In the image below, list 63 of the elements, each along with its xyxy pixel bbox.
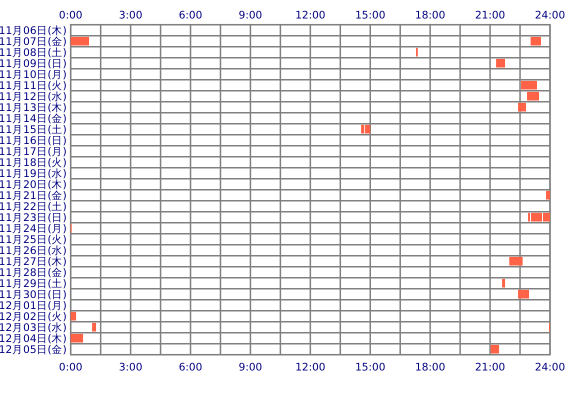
x-tick-label: 12:00 — [295, 10, 326, 22]
y-tick-label: 11月09日(日) — [0, 58, 67, 70]
y-tick-label: 11月25日(火) — [0, 233, 67, 246]
x2-tick-label: 18:00 — [415, 362, 446, 374]
bar — [70, 36, 90, 46]
y-tick-label: 11月11日(火) — [0, 79, 67, 92]
y-tick-label: 12月05日(金) — [0, 344, 67, 356]
x2-tick-label: 24:00 — [534, 362, 566, 374]
y-tick-label: 11月12日(水) — [0, 90, 67, 104]
x2-tick-label: 15:00 — [355, 362, 386, 374]
bar — [496, 58, 506, 68]
y-tick-label: 11月30日(日) — [0, 289, 67, 302]
bar — [92, 322, 96, 332]
y-tick-label: 12月02日(火) — [0, 310, 67, 324]
y-tick-label: 11月28日(金) — [0, 267, 67, 280]
y-tick-label: 11月16日(日) — [0, 135, 67, 148]
x-tick-label: 9:00 — [238, 10, 262, 22]
y-tick-label: 11月19日(水) — [0, 167, 67, 180]
bar — [530, 36, 542, 46]
bar — [70, 334, 84, 342]
y-tick-label: 11月27日(木) — [0, 255, 67, 268]
x2-tick-label: 9:00 — [238, 362, 262, 374]
y-tick-label: 11月23日(日) — [0, 212, 67, 224]
y-tick-label: 11月26日(水) — [0, 244, 67, 258]
x-tick-label: 0:00 — [58, 10, 82, 22]
y-tick-label: 11月18日(火) — [0, 156, 67, 170]
y-tick-label: 11月22日(土) — [0, 200, 67, 214]
x2-tick-label: 12:00 — [295, 362, 326, 374]
bar — [518, 102, 526, 112]
x-tick-label: 21:00 — [474, 10, 506, 22]
x2-tick-label: 6:00 — [178, 362, 202, 374]
y-tick-label: 11月10日(月) — [0, 69, 67, 82]
x-tick-label: 3:00 — [118, 10, 142, 22]
bar — [509, 256, 523, 266]
bar — [546, 190, 550, 200]
y-tick-label: 12月01日(月) — [0, 300, 67, 312]
x2-tick-label: 0:00 — [58, 362, 82, 374]
y-tick-label: 11月15日(土) — [0, 123, 67, 136]
bar — [490, 344, 500, 354]
y-tick-label: 11月21日(金) — [0, 190, 67, 202]
y-tick-label: 12月04日(木) — [0, 332, 67, 346]
y-tick-label: 11月07日(金) — [0, 36, 67, 48]
y-tick-label: 11月20日(木) — [0, 178, 67, 192]
bar — [502, 278, 506, 288]
y-tick-label: 11月08日(土) — [0, 46, 67, 60]
x2-tick-label: 21:00 — [474, 362, 506, 374]
x-tick-label: 6:00 — [178, 10, 202, 22]
bar — [521, 80, 538, 90]
x-tick-label: 15:00 — [355, 10, 386, 22]
y-tick-label: 11月13日(木) — [0, 101, 67, 114]
x2-tick-label: 3:00 — [118, 362, 142, 374]
y-tick-label: 11月17日(月) — [0, 146, 67, 158]
bar — [527, 92, 540, 100]
y-tick-label: 12月03日(水) — [0, 321, 67, 334]
x-tick-label: 18:00 — [415, 10, 446, 22]
y-tick-label: 11月24日(月) — [0, 223, 67, 236]
y-tick-label: 11月06日(木) — [0, 24, 67, 38]
y-tick-label: 11月14日(金) — [0, 113, 67, 126]
bar — [518, 290, 530, 298]
bar — [70, 312, 76, 320]
bar — [365, 124, 370, 134]
y-tick-label: 11月29日(土) — [0, 277, 67, 290]
x-tick-label: 24:00 — [534, 10, 566, 22]
